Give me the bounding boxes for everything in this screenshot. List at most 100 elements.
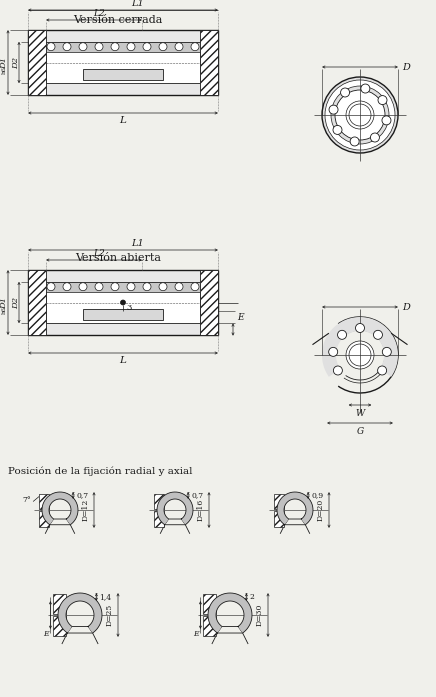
Bar xyxy=(83,309,163,321)
Text: D1: D1 xyxy=(0,56,8,68)
Bar xyxy=(46,42,200,52)
Circle shape xyxy=(378,95,387,105)
Circle shape xyxy=(127,43,135,51)
Circle shape xyxy=(63,283,71,291)
Text: 2: 2 xyxy=(249,593,254,601)
Text: 1,4: 1,4 xyxy=(99,593,112,601)
Text: W: W xyxy=(355,409,364,418)
Text: Versión abierta: Versión abierta xyxy=(75,253,161,263)
Text: Posición de la fijación radial y axial: Posición de la fijación radial y axial xyxy=(8,467,193,477)
Bar xyxy=(46,42,200,84)
Circle shape xyxy=(143,283,151,291)
Circle shape xyxy=(127,283,135,291)
Bar xyxy=(83,69,163,80)
Circle shape xyxy=(322,77,398,153)
Text: D=16: D=16 xyxy=(197,499,205,521)
Circle shape xyxy=(355,323,364,332)
Circle shape xyxy=(175,283,183,291)
Circle shape xyxy=(361,84,370,93)
Text: L: L xyxy=(119,116,126,125)
Circle shape xyxy=(159,283,167,291)
Polygon shape xyxy=(42,492,78,525)
Text: L2: L2 xyxy=(93,249,105,258)
Circle shape xyxy=(63,43,71,51)
Circle shape xyxy=(374,330,382,339)
Text: E: E xyxy=(43,630,48,638)
Circle shape xyxy=(175,43,183,51)
Polygon shape xyxy=(58,593,102,633)
Text: D=20: D=20 xyxy=(317,499,325,521)
Circle shape xyxy=(333,125,342,135)
Text: 7°: 7° xyxy=(22,496,31,505)
Text: D=25: D=25 xyxy=(106,604,114,626)
Bar xyxy=(39,493,49,509)
Text: D2: D2 xyxy=(12,56,20,68)
Circle shape xyxy=(349,344,371,366)
Circle shape xyxy=(159,43,167,51)
Circle shape xyxy=(346,101,374,129)
Bar xyxy=(204,594,216,614)
Text: 0,7: 0,7 xyxy=(76,491,88,500)
Bar xyxy=(28,270,218,335)
Circle shape xyxy=(350,137,359,146)
Text: L1: L1 xyxy=(132,239,144,248)
Text: 0,7: 0,7 xyxy=(191,491,203,500)
Circle shape xyxy=(378,366,387,375)
Text: L: L xyxy=(119,356,126,365)
Circle shape xyxy=(95,43,103,51)
Bar xyxy=(39,511,49,526)
Circle shape xyxy=(341,88,350,97)
Circle shape xyxy=(120,300,126,305)
Circle shape xyxy=(346,341,374,369)
Circle shape xyxy=(349,104,371,126)
Polygon shape xyxy=(157,492,193,525)
Text: h6: h6 xyxy=(1,307,7,314)
Circle shape xyxy=(329,105,338,114)
Bar xyxy=(200,270,218,335)
Polygon shape xyxy=(208,593,252,633)
Bar xyxy=(53,594,66,614)
Circle shape xyxy=(329,347,338,356)
Text: D=30: D=30 xyxy=(256,604,264,626)
Text: D=12: D=12 xyxy=(82,499,90,521)
Circle shape xyxy=(111,43,119,51)
Bar xyxy=(200,30,218,95)
Circle shape xyxy=(143,43,151,51)
Polygon shape xyxy=(277,492,313,525)
Text: h6: h6 xyxy=(1,66,7,75)
Bar xyxy=(53,616,66,636)
Bar xyxy=(46,282,200,323)
Bar xyxy=(28,30,218,95)
Circle shape xyxy=(79,43,87,51)
Text: D: D xyxy=(402,63,410,72)
Circle shape xyxy=(95,283,103,291)
Circle shape xyxy=(335,90,385,140)
Text: Versión cerrada: Versión cerrada xyxy=(73,15,163,25)
Text: E: E xyxy=(237,312,244,321)
Circle shape xyxy=(371,133,379,142)
Bar xyxy=(204,616,216,636)
Bar xyxy=(28,30,46,95)
Bar xyxy=(154,511,164,526)
Text: D2: D2 xyxy=(12,296,20,309)
Circle shape xyxy=(191,283,199,291)
Text: L1: L1 xyxy=(132,0,144,8)
Bar xyxy=(46,282,200,292)
Circle shape xyxy=(47,43,55,51)
Text: 0,9: 0,9 xyxy=(311,491,323,500)
Bar xyxy=(274,511,284,526)
Bar xyxy=(28,270,46,335)
Circle shape xyxy=(337,330,347,339)
Text: E: E xyxy=(193,630,198,638)
Text: 3: 3 xyxy=(126,303,132,312)
Text: D1: D1 xyxy=(0,296,8,309)
Bar xyxy=(274,493,284,509)
Circle shape xyxy=(79,283,87,291)
Circle shape xyxy=(47,283,55,291)
Text: L2: L2 xyxy=(93,9,105,18)
Circle shape xyxy=(191,43,199,51)
Circle shape xyxy=(382,116,391,125)
Circle shape xyxy=(111,283,119,291)
Text: G: G xyxy=(356,427,364,436)
Circle shape xyxy=(331,86,389,144)
